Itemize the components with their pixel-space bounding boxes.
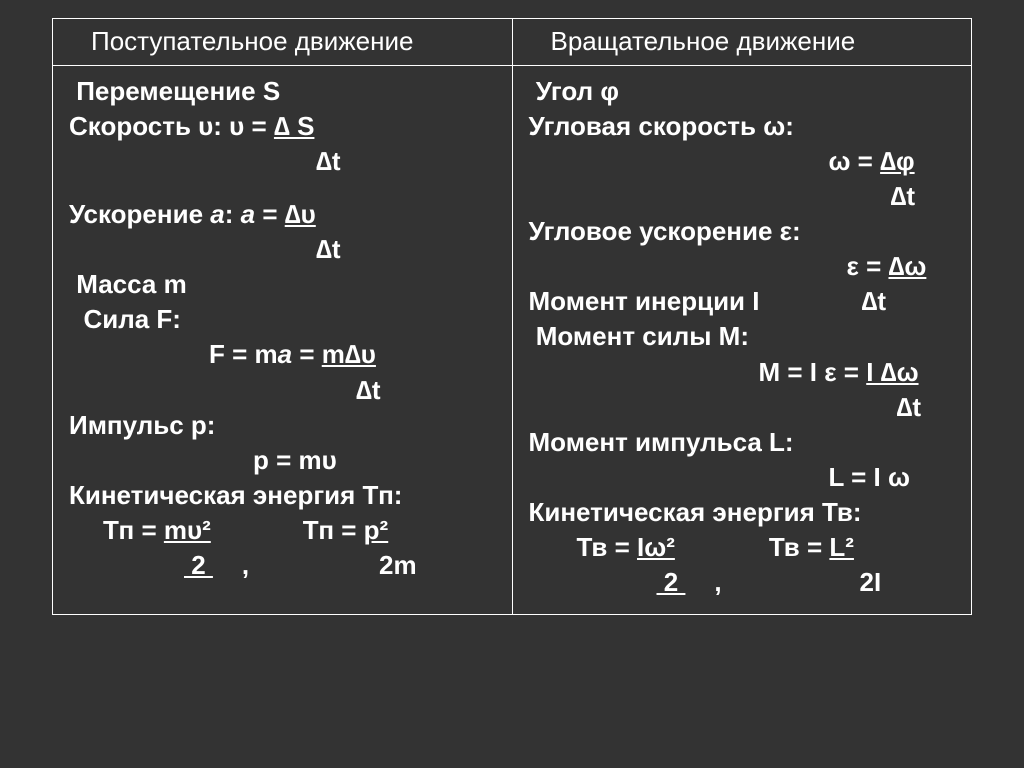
spacer — [69, 179, 496, 197]
ke-num1: mυ² — [164, 515, 211, 545]
displacement-label: Перемещение S — [69, 74, 496, 109]
header-right: Вращательное движение — [512, 19, 972, 66]
accel-dt: ∆t — [316, 234, 341, 264]
angvel-denom: ∆t — [529, 179, 956, 214]
force-label: Сила F: — [69, 302, 496, 337]
velocity-line: Скорость υ: υ = ∆ S — [69, 109, 496, 144]
velocity-dt: ∆t — [316, 146, 341, 176]
angaccel-label: Угловое ускорение ε: — [529, 214, 956, 249]
force-fma: F = m — [209, 339, 278, 369]
force-eq: = — [292, 339, 322, 369]
velocity-denom: ∆t — [69, 144, 496, 179]
ke-rot-label: Кинетическая энергия Тв: — [529, 495, 956, 530]
angvel-dt: ∆t — [891, 181, 916, 211]
angvel-eq: ω = — [829, 146, 881, 176]
ke-rot-sep: , — [685, 567, 721, 597]
translational-cell: Перемещение S Скорость υ: υ = ∆ S ∆t Уск… — [53, 65, 513, 614]
angmom-eq: L = I ω — [829, 462, 910, 492]
velocity-numerator: ∆ S — [274, 111, 314, 141]
ke-rot-num2: L² — [829, 532, 854, 562]
torque-num: I ∆ω — [866, 357, 918, 387]
ke-rot-den1: 2 — [657, 567, 686, 597]
accel-eq: = — [262, 199, 284, 229]
ke-sep: , — [213, 550, 249, 580]
force-formula: F = mа = m∆υ — [69, 337, 496, 372]
ke-denom: 2 , 2m — [69, 548, 496, 583]
accel-denom: ∆t — [69, 232, 496, 267]
angvel-label: Угловая скорость ω: — [529, 109, 956, 144]
ke-den2: 2m — [379, 550, 417, 580]
momentum-label: Импульс р: — [69, 408, 496, 443]
angvel-num: ∆φ — [880, 146, 915, 176]
angaccel-dt: ∆t — [861, 286, 886, 316]
inertia-label: Момент инерции I — [529, 286, 760, 316]
accel-a1: а — [210, 199, 224, 229]
angaccel-num: ∆ω — [888, 251, 926, 281]
ke-rot-tv2: Тв = — [769, 532, 830, 562]
ke-rot-den2: 2I — [860, 567, 882, 597]
angaccel-formula: ε = ∆ω — [529, 249, 956, 284]
inertia-line: Момент инерции I ∆t — [529, 284, 956, 319]
table-header-row: Поступательное движение Вращательное дви… — [53, 19, 972, 66]
accel-line: Ускорение а: а = ∆υ — [69, 197, 496, 232]
accel-numerator: ∆υ — [285, 199, 316, 229]
ke-rot-formula: Тв = Iω²Тв = L² — [529, 530, 956, 565]
torque-label: Момент силы М: — [529, 319, 956, 354]
ke-rot-tv1: Тв = — [577, 532, 638, 562]
force-denom: ∆t — [69, 373, 496, 408]
accel-a2: а — [241, 199, 263, 229]
force-dt: ∆t — [356, 375, 381, 405]
accel-label-1: Ускорение — [69, 199, 210, 229]
velocity-label: Скорость υ: υ = — [69, 111, 274, 141]
force-numerator: m∆υ — [322, 339, 376, 369]
angmom-label: Момент импульса L: — [529, 425, 956, 460]
ke-label: Кинетическая энергия Тп: — [69, 478, 496, 513]
angvel-formula: ω = ∆φ — [529, 144, 956, 179]
mass-label: Масса m — [69, 267, 496, 302]
torque-eq: М = I ε = — [759, 357, 867, 387]
ke-num2: р² — [364, 515, 389, 545]
ke-tp1: Тп = — [103, 515, 164, 545]
table-body-row: Перемещение S Скорость υ: υ = ∆ S ∆t Уск… — [53, 65, 972, 614]
torque-formula: М = I ε = I ∆ω — [529, 355, 956, 390]
angmom-formula: L = I ω — [529, 460, 956, 495]
accel-colon: : — [225, 199, 241, 229]
ke-tp2: Тп = — [303, 515, 364, 545]
page-container: Поступательное движение Вращательное дви… — [0, 0, 1024, 768]
force-a: а — [278, 339, 292, 369]
ke-den1: 2 — [184, 550, 213, 580]
angle-label: Угол φ — [529, 74, 956, 109]
physics-table: Поступательное движение Вращательное дви… — [52, 18, 972, 615]
ke-rot-denom: 2 , 2I — [529, 565, 956, 600]
ke-rot-num1: Iω² — [637, 532, 675, 562]
header-left: Поступательное движение — [53, 19, 513, 66]
momentum-eq: р = mυ — [253, 445, 337, 475]
rotational-cell: Угол φ Угловая скорость ω: ω = ∆φ ∆t Угл… — [512, 65, 972, 614]
ke-formula: Тп = mυ²Тп = р² — [69, 513, 496, 548]
torque-denom: ∆t — [529, 390, 956, 425]
torque-dt: ∆t — [897, 392, 922, 422]
momentum-formula: р = mυ — [69, 443, 496, 478]
angaccel-eq: ε = — [847, 251, 889, 281]
